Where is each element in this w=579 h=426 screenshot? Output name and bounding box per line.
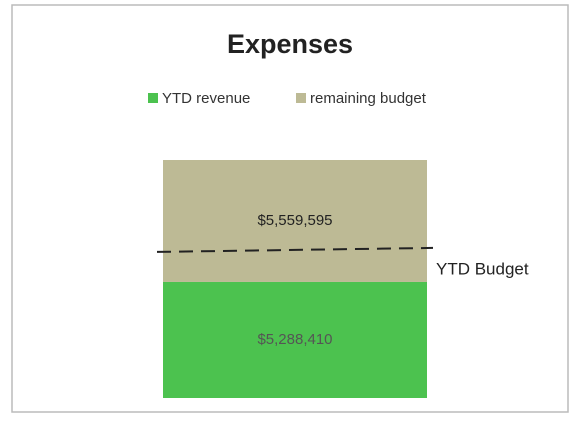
legend-label: YTD revenue: [162, 90, 250, 107]
legend-label: remaining budget: [310, 90, 427, 107]
budget-line: [156, 246, 434, 253]
chart-title: Expenses: [227, 29, 353, 59]
bar-segment: [163, 281, 427, 398]
bar-segment: [163, 160, 427, 282]
data-label: $5,559,595: [257, 212, 332, 229]
legend-swatch: [148, 93, 158, 103]
legend-swatch: [296, 93, 306, 103]
annotation-label: YTD Budget: [436, 259, 529, 278]
data-label: $5,288,410: [257, 331, 332, 348]
